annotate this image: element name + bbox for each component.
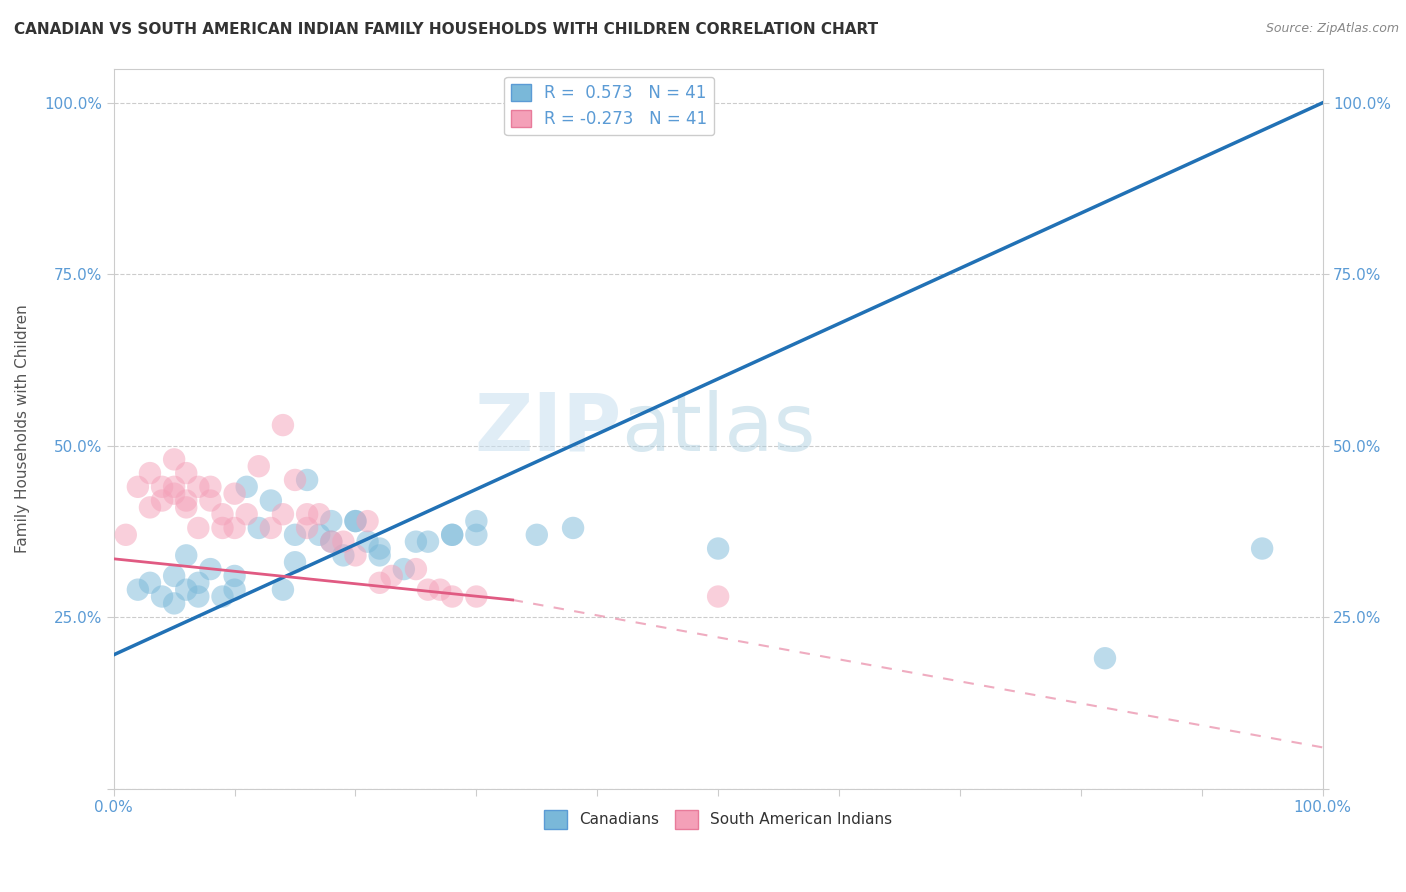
Point	[271, 418, 294, 433]
Point	[211, 507, 233, 521]
Point	[332, 549, 354, 563]
Point	[368, 541, 391, 556]
Point	[187, 521, 209, 535]
Point	[344, 549, 367, 563]
Text: Source: ZipAtlas.com: Source: ZipAtlas.com	[1265, 22, 1399, 36]
Point	[150, 480, 173, 494]
Point	[405, 562, 427, 576]
Point	[465, 514, 488, 528]
Point	[174, 582, 197, 597]
Point	[441, 528, 464, 542]
Point	[150, 590, 173, 604]
Point	[308, 528, 330, 542]
Point	[224, 486, 246, 500]
Point	[356, 514, 378, 528]
Point	[235, 507, 257, 521]
Point	[271, 582, 294, 597]
Point	[321, 534, 343, 549]
Point	[271, 507, 294, 521]
Point	[707, 541, 730, 556]
Point	[284, 473, 307, 487]
Text: atlas: atlas	[621, 390, 815, 467]
Point	[1094, 651, 1116, 665]
Point	[465, 590, 488, 604]
Point	[114, 528, 136, 542]
Legend: Canadians, South American Indians: Canadians, South American Indians	[538, 804, 898, 835]
Point	[321, 514, 343, 528]
Point	[356, 534, 378, 549]
Point	[200, 480, 222, 494]
Point	[308, 507, 330, 521]
Point	[344, 514, 367, 528]
Point	[381, 569, 404, 583]
Point	[441, 590, 464, 604]
Point	[224, 521, 246, 535]
Point	[174, 493, 197, 508]
Point	[163, 452, 186, 467]
Point	[260, 521, 283, 535]
Point	[465, 528, 488, 542]
Point	[260, 493, 283, 508]
Point	[163, 486, 186, 500]
Point	[284, 555, 307, 569]
Point	[405, 534, 427, 549]
Point	[187, 480, 209, 494]
Point	[163, 596, 186, 610]
Point	[187, 575, 209, 590]
Point	[224, 582, 246, 597]
Point	[211, 521, 233, 535]
Point	[150, 493, 173, 508]
Point	[368, 575, 391, 590]
Text: CANADIAN VS SOUTH AMERICAN INDIAN FAMILY HOUSEHOLDS WITH CHILDREN CORRELATION CH: CANADIAN VS SOUTH AMERICAN INDIAN FAMILY…	[14, 22, 879, 37]
Point	[332, 534, 354, 549]
Point	[224, 569, 246, 583]
Point	[429, 582, 451, 597]
Point	[163, 569, 186, 583]
Point	[441, 528, 464, 542]
Point	[174, 466, 197, 480]
Point	[321, 534, 343, 549]
Point	[295, 521, 318, 535]
Point	[295, 473, 318, 487]
Point	[163, 480, 186, 494]
Point	[416, 534, 439, 549]
Point	[247, 459, 270, 474]
Point	[139, 500, 162, 515]
Point	[127, 480, 149, 494]
Point	[174, 500, 197, 515]
Point	[368, 549, 391, 563]
Point	[344, 514, 367, 528]
Point	[295, 507, 318, 521]
Point	[211, 590, 233, 604]
Point	[139, 466, 162, 480]
Point	[247, 521, 270, 535]
Point	[562, 521, 585, 535]
Point	[526, 528, 548, 542]
Point	[127, 582, 149, 597]
Point	[235, 480, 257, 494]
Point	[200, 493, 222, 508]
Point	[1251, 541, 1274, 556]
Point	[200, 562, 222, 576]
Y-axis label: Family Households with Children: Family Households with Children	[15, 304, 30, 553]
Point	[416, 582, 439, 597]
Point	[707, 590, 730, 604]
Point	[174, 549, 197, 563]
Point	[284, 528, 307, 542]
Text: ZIP: ZIP	[474, 390, 621, 467]
Point	[187, 590, 209, 604]
Point	[139, 575, 162, 590]
Point	[392, 562, 415, 576]
